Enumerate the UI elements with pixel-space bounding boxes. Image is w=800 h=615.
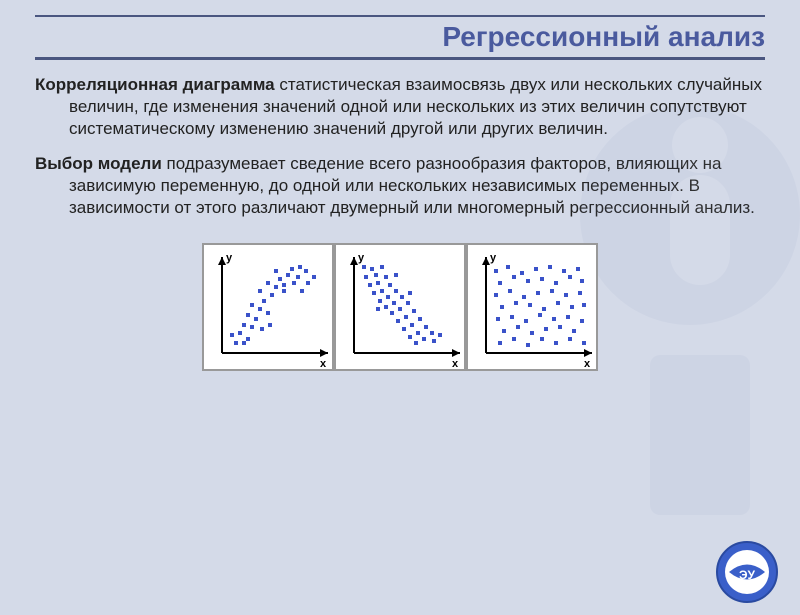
- scatter-b: yx: [334, 243, 466, 371]
- scatter-a: yx: [202, 243, 334, 371]
- scatter-c-svg: yx: [468, 245, 600, 373]
- charts-row: yx yx yx: [35, 243, 765, 371]
- scatter-c: yx: [466, 243, 598, 371]
- para1-lead: Корреляционная диаграмма: [35, 75, 279, 94]
- svg-text:x: x: [452, 358, 459, 370]
- scatter-a-svg: yx: [204, 245, 336, 373]
- svg-text:x: x: [320, 358, 327, 370]
- scatter-b-svg: yx: [336, 245, 468, 373]
- institution-logo-icon: ЭУ: [714, 539, 780, 605]
- svg-text:y: y: [358, 252, 365, 264]
- svg-text:y: y: [226, 252, 233, 264]
- para2-lead: Выбор модели: [35, 154, 167, 173]
- paragraph-2: Выбор модели подразумевает сведение всег…: [35, 153, 765, 218]
- top-rule: [35, 15, 765, 17]
- content-block: Корреляционная диаграмма статистическая …: [35, 74, 765, 219]
- svg-text:x: x: [584, 358, 591, 370]
- page-heading: Регрессионный анализ: [35, 21, 765, 53]
- paragraph-1: Корреляционная диаграмма статистическая …: [35, 74, 765, 139]
- svg-text:ЭУ: ЭУ: [739, 568, 756, 582]
- title-rule: [35, 57, 765, 60]
- svg-text:y: y: [490, 252, 497, 264]
- para2-rest: подразумевает сведение всего разнообрази…: [69, 154, 755, 217]
